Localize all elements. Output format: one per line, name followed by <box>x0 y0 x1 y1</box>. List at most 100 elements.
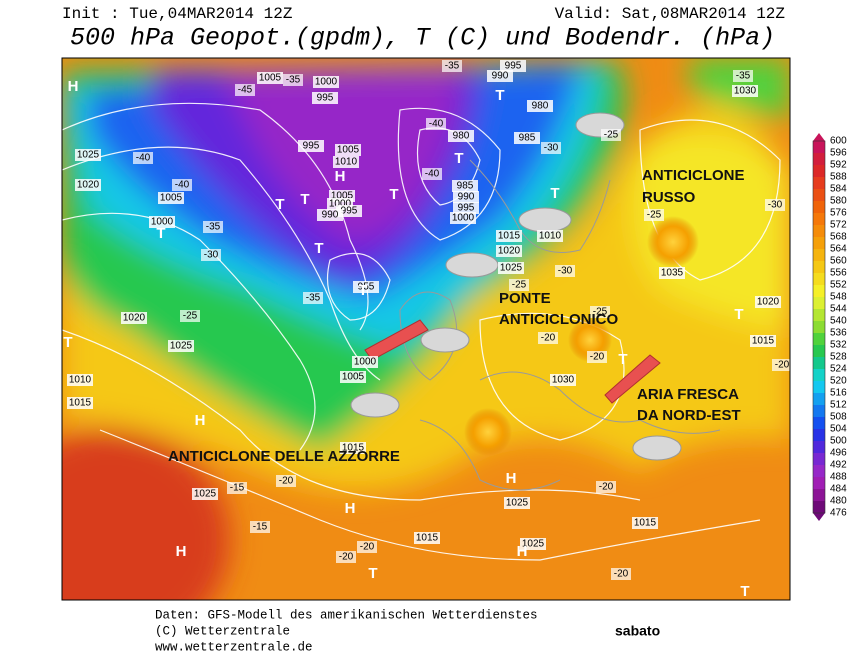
footer-url: www.wetterzentrale.de <box>155 640 313 654</box>
isobar-label-bg <box>158 192 184 204</box>
colorbar-swatch <box>813 321 825 334</box>
isobar-label: 990 <box>492 71 509 82</box>
isobar-label: 985 <box>457 181 474 192</box>
isobar-label: 1010 <box>539 231 562 242</box>
pressure-center: T <box>275 196 284 213</box>
temperature-label: -30 <box>204 250 219 261</box>
colorbar-label: 548 <box>830 292 847 303</box>
isobar-label: 1020 <box>498 246 521 257</box>
isobar-label: 1020 <box>77 180 100 191</box>
colorbar-label: 528 <box>830 352 847 363</box>
map-title: 500 hPa Geopot.(gpdm), T (C) und Bodendr… <box>70 24 775 53</box>
temperature-label-bg <box>611 568 631 580</box>
colorbar-swatch <box>813 429 825 442</box>
isobar-label: 1025 <box>170 341 193 352</box>
temperature-label: -35 <box>306 293 321 304</box>
isobar-label-bg <box>527 100 553 112</box>
isobar-label-bg <box>352 356 378 368</box>
isobar-label-bg <box>335 144 361 156</box>
colorbar-label: 588 <box>830 172 847 183</box>
isobar-label-bg <box>340 442 366 454</box>
isobar-label-bg <box>353 281 379 293</box>
isobar-label: 1030 <box>734 86 757 97</box>
isobar-label-bg <box>453 191 479 203</box>
pressure-center: H <box>195 412 206 429</box>
colorbar-swatch <box>813 261 825 274</box>
colorbar-swatch <box>813 249 825 262</box>
temperature-label: -30 <box>544 143 559 154</box>
temperature-label: -25 <box>647 210 662 221</box>
isobar-label: 1020 <box>123 313 146 324</box>
pressure-center: T <box>734 306 743 323</box>
isobar-label: 1030 <box>552 375 575 386</box>
temperature-label-bg <box>303 292 323 304</box>
isobar-label: 995 <box>341 206 358 217</box>
pressure-center: T <box>63 334 72 351</box>
isobar-label-bg <box>168 340 194 352</box>
isobar-label-bg <box>514 132 540 144</box>
isobar-label: 1035 <box>661 268 684 279</box>
isobar-label-bg <box>632 517 658 529</box>
footer-day: sabato <box>615 623 660 639</box>
temperature-label: -15 <box>253 522 268 533</box>
pressure-center: H <box>345 500 356 517</box>
colorbar-label: 576 <box>830 208 847 219</box>
pressure-center: T <box>454 150 463 167</box>
temperature-label-bg <box>276 475 296 487</box>
colorbar-swatch <box>813 453 825 466</box>
colorbar-label: 560 <box>830 256 847 267</box>
colorbar-label: 484 <box>830 484 847 495</box>
colorbar-swatch <box>813 165 825 178</box>
colorbar-swatch <box>813 177 825 190</box>
isobars <box>62 102 781 561</box>
isobar-label: 1005 <box>160 193 183 204</box>
temperature-label: -40 <box>429 119 444 130</box>
isobar-label-bg <box>452 180 478 192</box>
isobar-label: 995 <box>458 203 475 214</box>
isobar-label-bg <box>317 209 343 221</box>
isobar-label: 990 <box>458 192 475 203</box>
map-frame <box>61 57 791 601</box>
temperature-label: -20 <box>599 482 614 493</box>
pressure-center: T <box>389 186 398 203</box>
colorbar-swatch <box>813 201 825 214</box>
isobar-label-bg <box>75 149 101 161</box>
isobar-label-bg <box>550 374 576 386</box>
weather-icons <box>350 112 699 461</box>
isobar-label: 1015 <box>498 231 521 242</box>
isobar-label-bg <box>312 92 338 104</box>
isobar-label: 1020 <box>757 297 780 308</box>
annotation: ANTICICLONE <box>642 167 745 184</box>
isobar-label-bg <box>340 371 366 383</box>
isobar-label: 1015 <box>69 398 92 409</box>
temperature-label-bg <box>538 332 558 344</box>
pressure-center: H <box>176 543 187 560</box>
colorbar-swatch <box>813 489 825 502</box>
pressure-center: T <box>618 351 627 368</box>
temperature-label: -20 <box>339 552 354 563</box>
annotation: RUSSO <box>642 189 696 206</box>
pressure-center: H <box>506 470 517 487</box>
temperature-label-bg <box>590 306 610 318</box>
temperature-label-bg <box>422 168 442 180</box>
temperature-label: -15 <box>230 483 245 494</box>
colorbar-label: 584 <box>830 184 847 195</box>
isobar-label: 980 <box>532 101 549 112</box>
colorbar-swatch <box>813 225 825 238</box>
colorbar-label: 508 <box>830 412 847 423</box>
temperature-label: -25 <box>593 307 608 318</box>
colorbar-label: 480 <box>830 496 847 507</box>
temperature-label: -20 <box>541 333 556 344</box>
temperature-label: -35 <box>286 75 301 86</box>
colorbar-swatch <box>813 273 825 286</box>
colorbar-label: 488 <box>830 472 847 483</box>
temperature-label-bg <box>133 152 153 164</box>
footer-copyright: (C) Wetterzentrale <box>155 624 290 638</box>
pressure-center: T <box>550 185 559 202</box>
isobar-label-bg <box>67 374 93 386</box>
isobar-label-bg <box>732 85 758 97</box>
pressure-center: H <box>517 543 528 560</box>
temperature-label-bg <box>201 249 221 261</box>
